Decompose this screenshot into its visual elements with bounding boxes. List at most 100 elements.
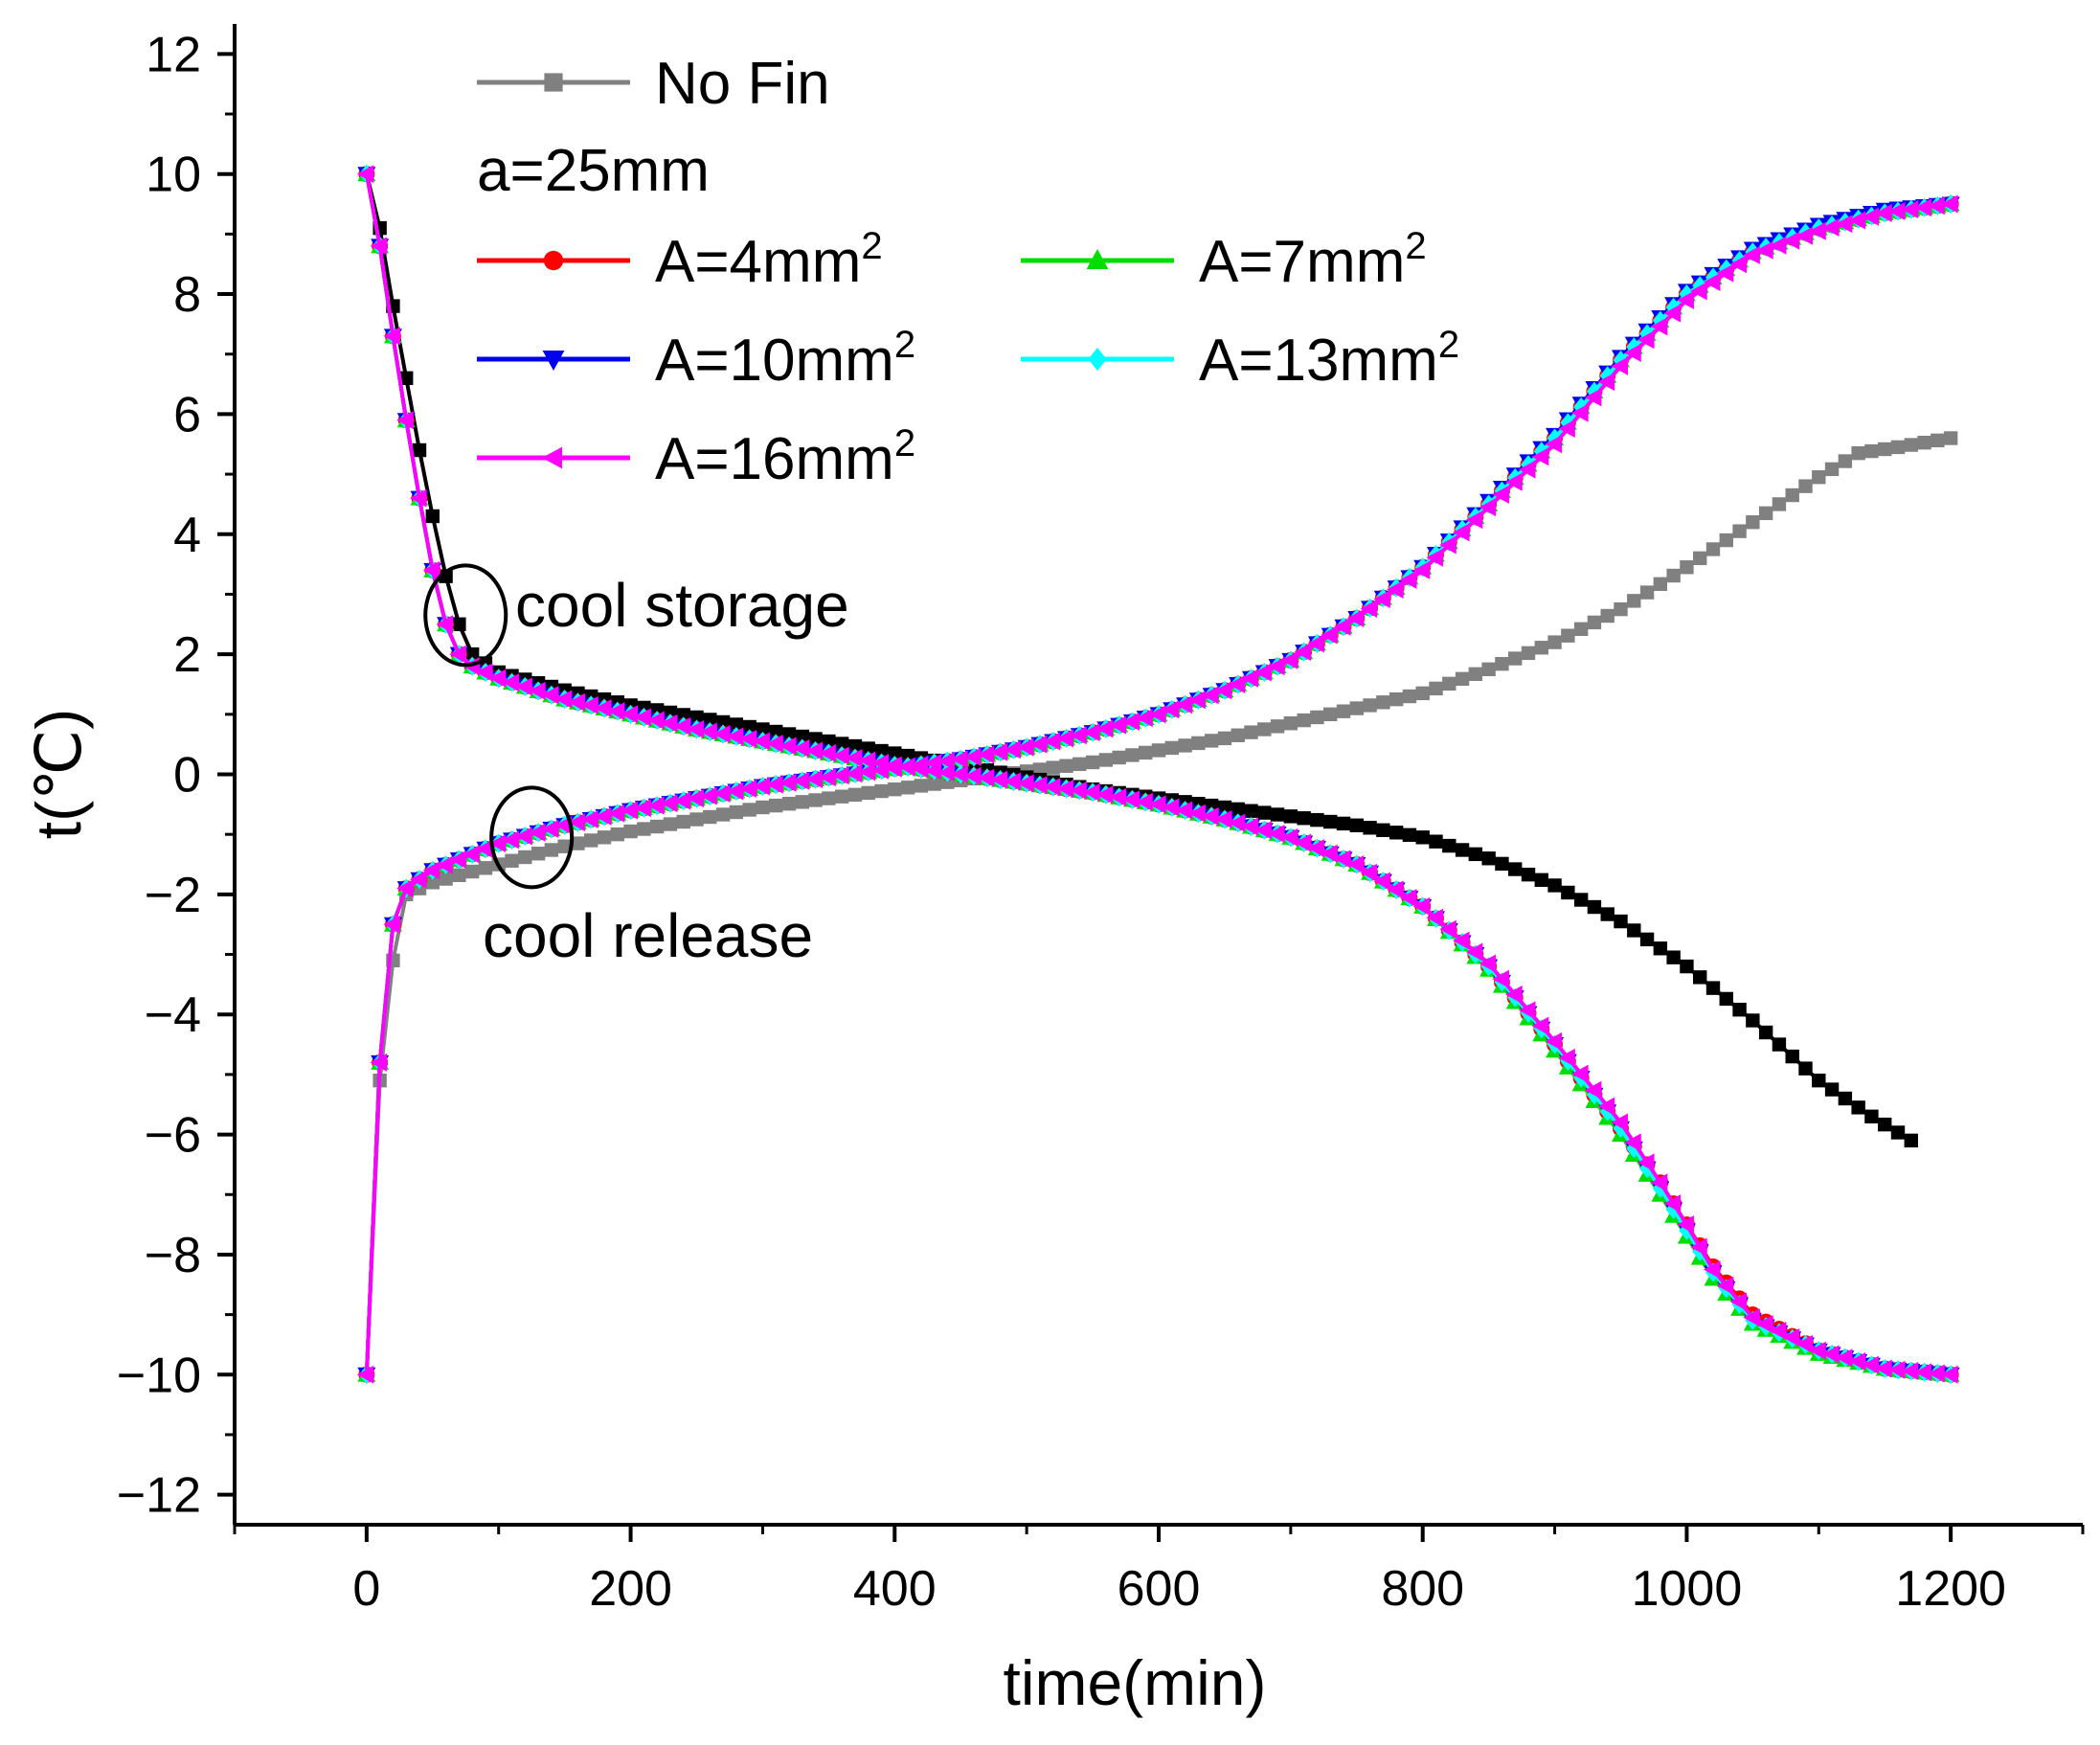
release-point <box>1904 438 1918 452</box>
release-point <box>1716 263 1734 283</box>
release-point <box>478 861 493 875</box>
storage-point <box>1914 1363 1932 1382</box>
storage-point <box>607 702 625 721</box>
release-point <box>634 799 651 818</box>
release-point <box>1914 198 1932 217</box>
release-point <box>1151 743 1166 758</box>
storage-point <box>1070 781 1087 800</box>
release-point <box>1769 236 1787 255</box>
release-point <box>1204 734 1219 748</box>
release-point <box>1943 431 1958 445</box>
storage-point <box>1214 810 1232 829</box>
release-point <box>660 794 678 813</box>
release-point <box>1455 671 1470 687</box>
storage-point <box>1521 867 1536 882</box>
release-point <box>518 850 532 865</box>
storage-point <box>1412 896 1431 916</box>
storage-point <box>1878 1117 1892 1132</box>
storage-point <box>1597 1097 1615 1116</box>
release-point <box>739 780 757 799</box>
release-point <box>937 752 955 771</box>
release-point <box>1059 759 1073 773</box>
storage-point <box>515 677 532 696</box>
storage-point <box>449 645 466 664</box>
storage-point <box>1495 856 1509 872</box>
release-point <box>1244 725 1258 739</box>
storage-point <box>1705 981 1721 995</box>
storage-point <box>1835 1348 1853 1368</box>
release-point <box>1729 255 1748 274</box>
storage-point <box>1851 1100 1865 1115</box>
storage-point <box>1666 950 1681 964</box>
release-line <box>364 202 1952 1375</box>
storage-point <box>1704 1260 1721 1280</box>
storage-point <box>739 730 757 749</box>
storage-point <box>1439 919 1456 939</box>
release-point <box>1465 510 1483 530</box>
release-point <box>1389 691 1404 707</box>
storage-point <box>1785 1049 1799 1064</box>
release-point <box>1624 343 1641 362</box>
release-point <box>544 843 559 857</box>
storage-point <box>687 719 704 738</box>
release-point <box>1941 194 1958 214</box>
release-point <box>729 805 744 820</box>
release-point <box>439 872 453 886</box>
release-point <box>452 868 466 883</box>
storage-point <box>769 724 783 739</box>
legend-item: No Fin <box>477 51 830 117</box>
release-line <box>364 202 1952 1375</box>
release-point <box>1017 737 1034 757</box>
release-point <box>356 1365 374 1384</box>
storage-point <box>1492 969 1509 988</box>
release-point <box>529 823 546 842</box>
release-point <box>475 839 493 858</box>
storage-point <box>383 327 400 346</box>
release-point <box>1571 403 1589 422</box>
storage-point <box>1429 834 1443 849</box>
storage-point <box>1479 954 1497 973</box>
release-point <box>874 783 889 799</box>
storage-point <box>700 722 717 741</box>
release-point <box>1798 479 1813 493</box>
release-point <box>1746 515 1760 530</box>
release-point <box>713 784 731 804</box>
storage-point <box>1241 817 1258 836</box>
release-point <box>1809 221 1826 240</box>
release-point <box>1663 304 1682 323</box>
storage-point <box>595 699 612 718</box>
release-point <box>1862 207 1879 226</box>
legend-item: A=7mm2 <box>1021 225 1427 295</box>
release-point <box>610 827 624 842</box>
storage-point <box>464 646 480 662</box>
release-point <box>1758 506 1773 521</box>
release-point <box>1505 472 1523 491</box>
storage-point <box>1283 809 1298 824</box>
storage-point <box>1162 798 1180 817</box>
release-point <box>410 870 427 889</box>
storage-point <box>834 737 849 751</box>
release-point <box>847 787 863 803</box>
release-point <box>663 817 678 831</box>
release-point <box>623 824 638 839</box>
storage-point <box>1453 931 1470 950</box>
legend-item: A=13mm2 <box>1021 324 1459 394</box>
release-point <box>1704 273 1721 292</box>
release-point <box>689 812 704 827</box>
storage-point <box>1584 1080 1602 1099</box>
release-point <box>1070 726 1087 745</box>
release-line <box>364 202 1952 1375</box>
storage-point <box>396 411 414 430</box>
release-point <box>568 813 585 832</box>
storage-point <box>541 686 559 705</box>
y-tick-label: 10 <box>146 147 201 203</box>
release-point <box>832 766 849 785</box>
release-point <box>637 822 651 836</box>
release-point <box>1495 656 1509 671</box>
release-point <box>805 770 824 789</box>
release-point <box>1666 568 1681 583</box>
release-point <box>488 834 507 853</box>
storage-point <box>1587 899 1602 915</box>
storage-point <box>1822 1345 1840 1364</box>
x-tick-label: 200 <box>589 1561 672 1617</box>
